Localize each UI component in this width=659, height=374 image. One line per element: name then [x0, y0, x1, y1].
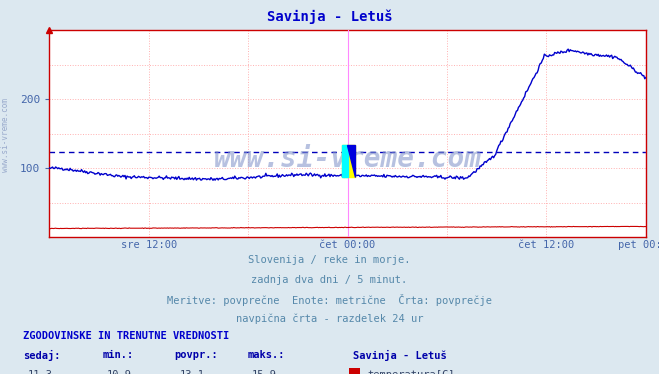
Text: pet 00:00: pet 00:00: [617, 240, 659, 250]
Polygon shape: [347, 145, 355, 177]
Text: povpr.:: povpr.:: [175, 350, 218, 361]
Text: Slovenija / reke in morje.: Slovenija / reke in morje.: [248, 255, 411, 265]
Text: 11,3: 11,3: [28, 370, 53, 374]
Text: 15,9: 15,9: [252, 370, 277, 374]
Text: navpična črta - razdelek 24 ur: navpična črta - razdelek 24 ur: [236, 313, 423, 324]
Text: www.si-vreme.com: www.si-vreme.com: [1, 98, 10, 172]
Text: Meritve: povprečne  Enote: metrične  Črta: povprečje: Meritve: povprečne Enote: metrične Črta:…: [167, 294, 492, 306]
Text: čet 00:00: čet 00:00: [320, 240, 376, 250]
Text: 13,1: 13,1: [179, 370, 204, 374]
Text: sre 12:00: sre 12:00: [121, 240, 177, 250]
Bar: [342, 145, 355, 177]
Text: min.:: min.:: [102, 350, 133, 361]
Text: temperatura[C]: temperatura[C]: [368, 370, 455, 374]
Bar: [342, 145, 348, 177]
Text: zadnja dva dni / 5 minut.: zadnja dva dni / 5 minut.: [251, 275, 408, 285]
Text: 10,9: 10,9: [107, 370, 132, 374]
Text: ZGODOVINSKE IN TRENUTNE VREDNOSTI: ZGODOVINSKE IN TRENUTNE VREDNOSTI: [23, 331, 229, 341]
Text: Savinja - Letuš: Savinja - Letuš: [267, 9, 392, 24]
Text: www.si-vreme.com: www.si-vreme.com: [214, 145, 482, 173]
Text: Savinja - Letuš: Savinja - Letuš: [353, 350, 446, 361]
Text: sedaj:: sedaj:: [23, 350, 61, 361]
Text: maks.:: maks.:: [247, 350, 285, 361]
Text: čet 12:00: čet 12:00: [518, 240, 575, 250]
